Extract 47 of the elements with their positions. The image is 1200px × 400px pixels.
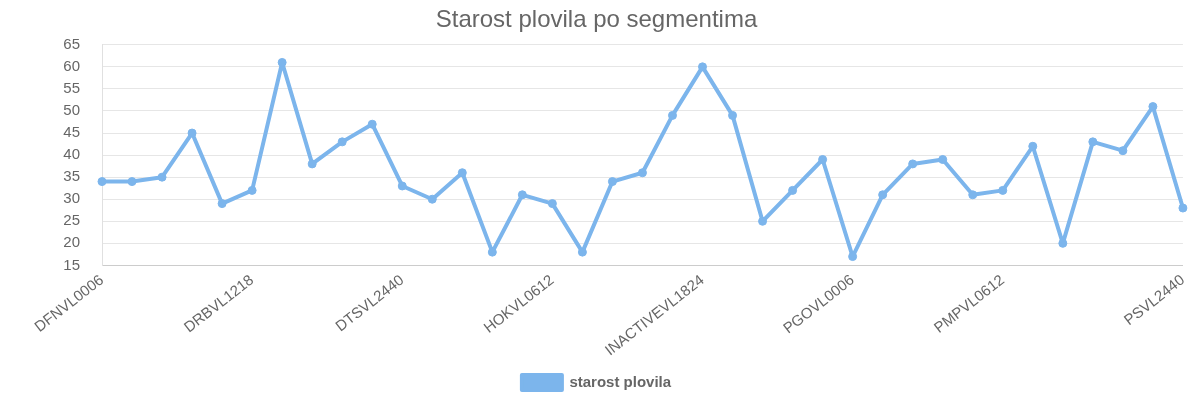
point	[998, 185, 1008, 195]
point	[247, 185, 257, 195]
point	[517, 190, 527, 200]
point	[1178, 203, 1188, 213]
point	[187, 128, 197, 138]
point	[758, 216, 768, 226]
y-tick-label: 30	[63, 189, 80, 207]
y-tick-label: 55	[63, 79, 80, 97]
point	[277, 57, 287, 67]
point	[637, 168, 647, 178]
point	[1028, 141, 1038, 151]
point	[427, 194, 437, 204]
point	[217, 199, 227, 209]
point	[97, 177, 107, 187]
point	[397, 181, 407, 191]
point	[547, 199, 557, 209]
point	[908, 159, 918, 169]
point	[878, 190, 888, 200]
point	[698, 62, 708, 72]
point	[938, 155, 948, 165]
point	[1088, 137, 1098, 147]
y-tick-label: 50	[63, 101, 80, 119]
y-tick-label: 65	[63, 34, 80, 52]
point	[1118, 146, 1128, 156]
point	[157, 172, 167, 182]
legend-label: starost plovila	[569, 372, 672, 390]
y-tick-label: 25	[63, 211, 80, 229]
point	[337, 137, 347, 147]
y-tick-label: 15	[63, 255, 80, 273]
point	[127, 177, 137, 187]
y-tick-label: 60	[63, 57, 80, 74]
point	[307, 159, 317, 169]
y-tick-label: 40	[63, 145, 80, 163]
point	[728, 110, 738, 120]
point	[667, 110, 677, 120]
point	[577, 247, 587, 257]
chart-title: Starost plovila po segmentima	[435, 5, 758, 33]
point	[367, 119, 377, 129]
point	[457, 168, 467, 178]
y-tick-label: 20	[63, 233, 80, 251]
point	[607, 177, 617, 187]
point	[788, 185, 798, 195]
point	[848, 252, 858, 262]
y-tick-label: 45	[63, 123, 80, 141]
y-tick-label: 35	[63, 167, 80, 185]
point	[818, 155, 828, 165]
point	[968, 190, 978, 200]
